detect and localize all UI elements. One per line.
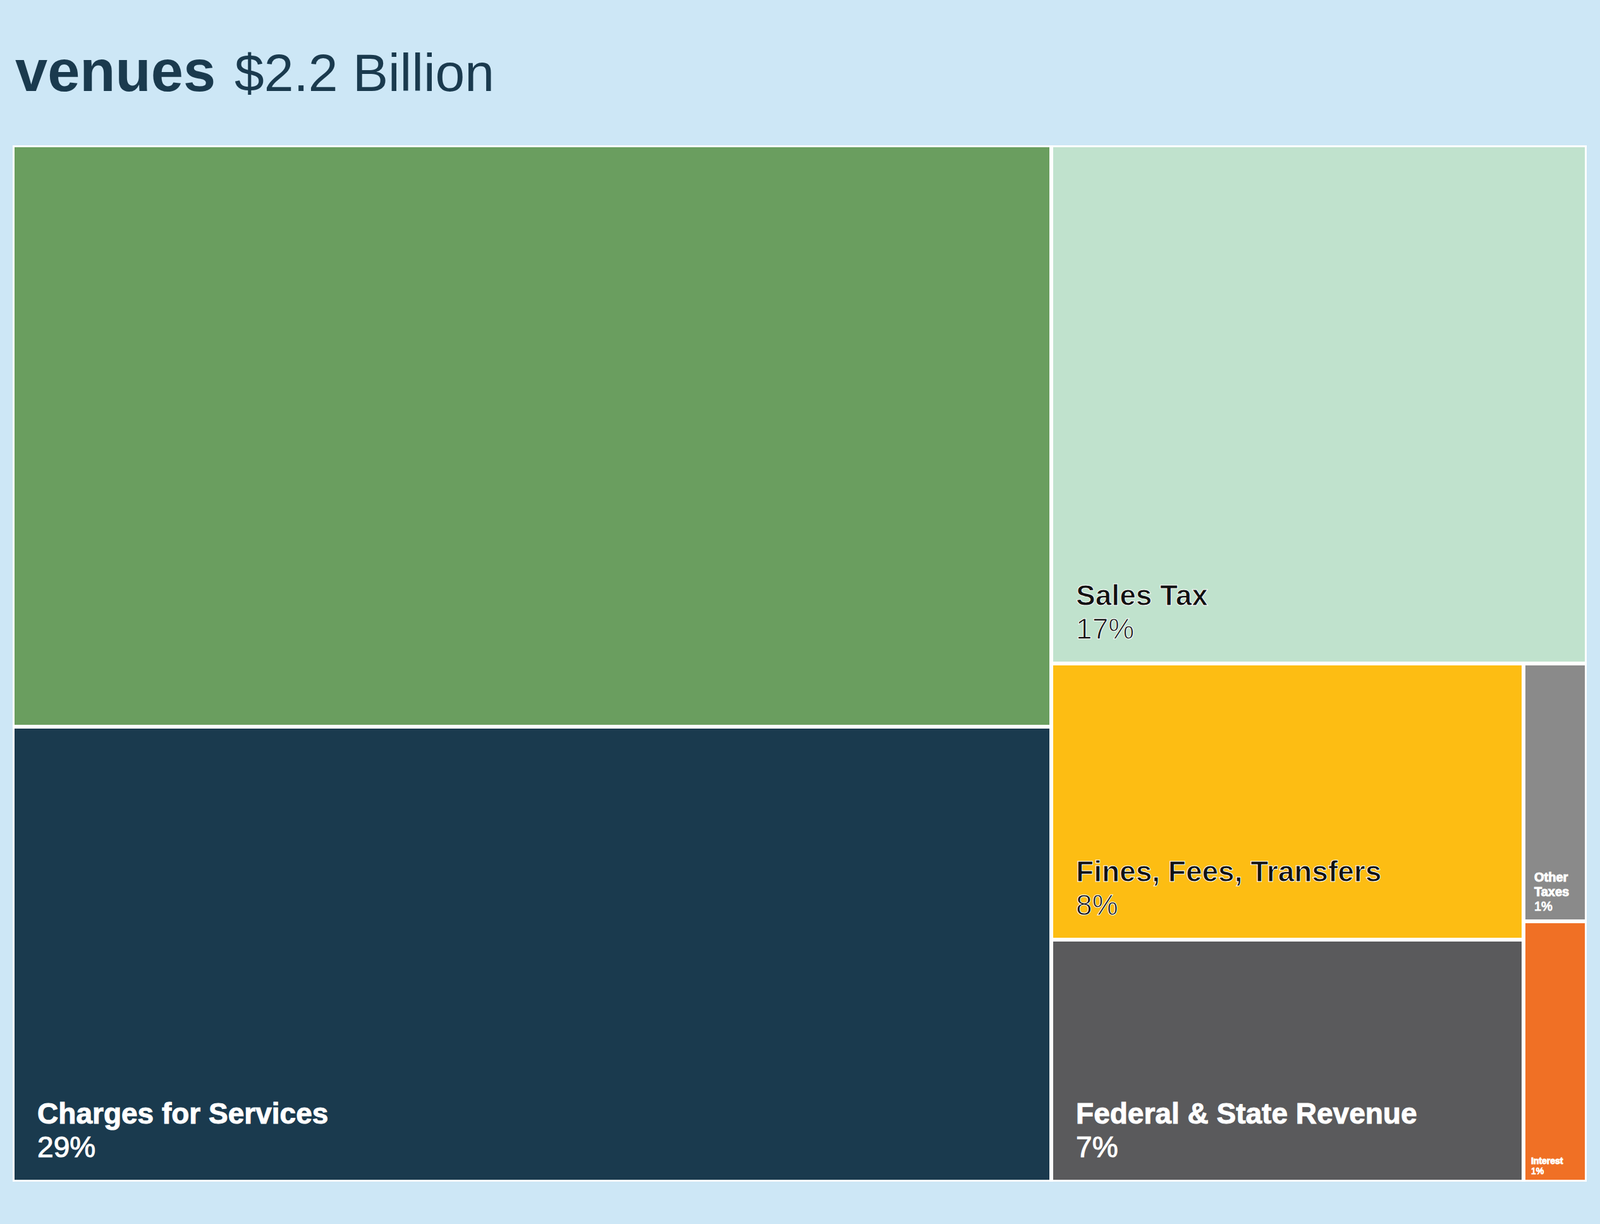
svg-text:Charges for Services: Charges for Services	[37, 1097, 329, 1131]
svg-text:17%: 17%	[1075, 612, 1135, 646]
html-text:venues $2.2 Billion: venues $2.2 Billion	[15, 38, 495, 104]
svg-text:Other: Other	[1534, 870, 1569, 885]
svg-text:7%: 7%	[1075, 1130, 1118, 1164]
svg-text:Taxes: Taxes	[1534, 885, 1570, 899]
svg-text:1%: 1%	[1531, 1166, 1544, 1177]
svg-text:1%: 1%	[1534, 899, 1553, 914]
svg-text:Interest: Interest	[1531, 1156, 1564, 1167]
svg-text:Federal & State Revenue: Federal & State Revenue	[1075, 1097, 1417, 1131]
svg-text:Fines, Fees, Transfers: Fines, Fees, Transfers	[1075, 855, 1382, 889]
svg-text:29%: 29%	[37, 1130, 96, 1164]
svg-text:8%: 8%	[1075, 888, 1118, 922]
svg-text:Sales Tax: Sales Tax	[1075, 579, 1209, 612]
